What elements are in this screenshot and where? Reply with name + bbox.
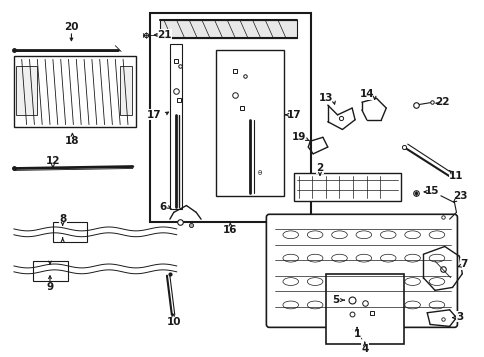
Ellipse shape	[355, 254, 371, 262]
Text: 2: 2	[316, 164, 323, 174]
Ellipse shape	[404, 254, 420, 262]
Ellipse shape	[428, 254, 444, 262]
Text: 1: 1	[353, 329, 360, 339]
Ellipse shape	[404, 231, 420, 239]
Text: 20: 20	[64, 22, 78, 32]
Ellipse shape	[307, 254, 322, 262]
Ellipse shape	[355, 231, 371, 239]
FancyBboxPatch shape	[266, 214, 456, 327]
Text: 15: 15	[424, 186, 439, 196]
Bar	[215, 50, 283, 196]
Text: 3: 3	[456, 312, 463, 322]
Text: 16: 16	[223, 225, 237, 235]
Ellipse shape	[307, 278, 322, 286]
Bar	[293, 174, 400, 201]
Text: θ: θ	[257, 170, 261, 176]
Bar	[33, 261, 67, 281]
Ellipse shape	[331, 301, 347, 309]
Text: 23: 23	[452, 191, 467, 201]
Ellipse shape	[428, 278, 444, 286]
Text: 4: 4	[361, 344, 368, 354]
Ellipse shape	[428, 301, 444, 309]
Ellipse shape	[282, 254, 298, 262]
Ellipse shape	[379, 301, 395, 309]
Ellipse shape	[331, 278, 347, 286]
Text: 17: 17	[286, 110, 301, 120]
Ellipse shape	[282, 301, 298, 309]
Ellipse shape	[355, 278, 371, 286]
Ellipse shape	[282, 278, 298, 286]
Text: 11: 11	[448, 171, 463, 181]
Text: 21: 21	[156, 30, 171, 40]
Bar	[160, 20, 296, 38]
Bar	[53, 222, 87, 242]
Text: 17: 17	[147, 110, 161, 120]
Ellipse shape	[379, 278, 395, 286]
Ellipse shape	[355, 301, 371, 309]
Bar	[14, 56, 136, 127]
Ellipse shape	[331, 231, 347, 239]
Text: 10: 10	[166, 317, 181, 327]
Text: 12: 12	[45, 156, 60, 166]
Bar	[120, 66, 132, 115]
Ellipse shape	[331, 254, 347, 262]
Text: 5: 5	[331, 295, 338, 305]
Text: 6: 6	[159, 202, 166, 212]
Ellipse shape	[282, 231, 298, 239]
Ellipse shape	[379, 231, 395, 239]
Text: 18: 18	[65, 136, 79, 146]
Text: 7: 7	[460, 259, 467, 269]
Bar	[169, 44, 181, 210]
Bar	[16, 66, 37, 115]
Text: 9: 9	[46, 282, 53, 292]
Ellipse shape	[428, 231, 444, 239]
Ellipse shape	[307, 231, 322, 239]
Text: 19: 19	[291, 132, 305, 142]
Ellipse shape	[404, 301, 420, 309]
Text: 14: 14	[359, 89, 373, 99]
Ellipse shape	[379, 254, 395, 262]
Ellipse shape	[404, 278, 420, 286]
Text: 13: 13	[318, 93, 333, 103]
Ellipse shape	[307, 301, 322, 309]
Bar	[325, 274, 403, 344]
Text: 22: 22	[435, 97, 449, 107]
Bar	[150, 12, 311, 222]
Text: 8: 8	[59, 214, 66, 224]
